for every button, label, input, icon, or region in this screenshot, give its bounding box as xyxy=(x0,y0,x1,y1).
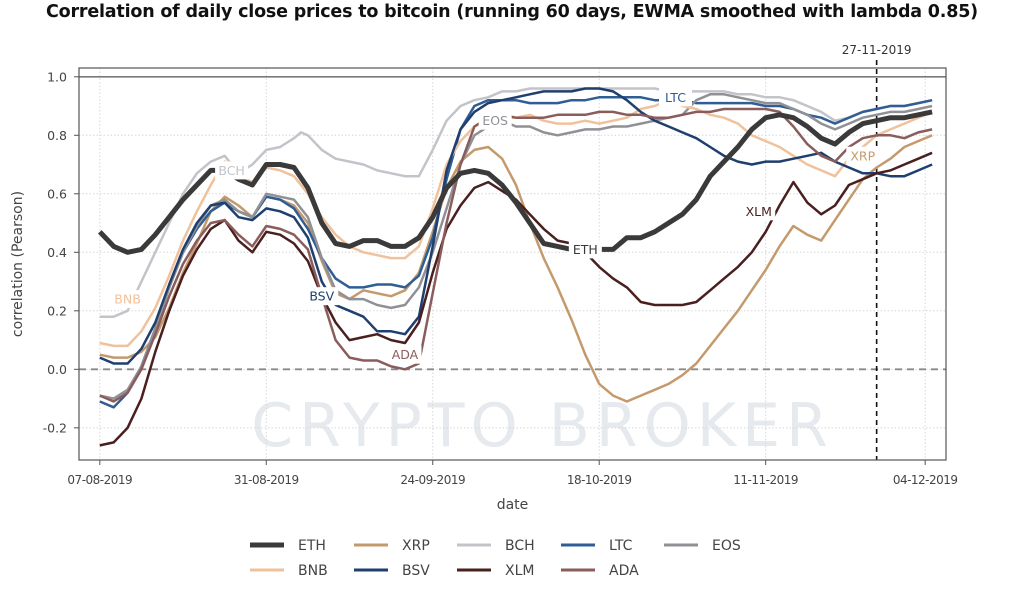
legend-item-eos: EOS xyxy=(664,538,741,554)
legend: ETH XRP BCH LTC EOS BNB BSV XLM ADA xyxy=(250,538,741,579)
series-line-bsv xyxy=(99,87,933,365)
y-tick-label: 0.0 xyxy=(47,362,67,377)
axes-group: 1.0 0.8 0.6 0.4 0.2 0.0 -0.2 07-08-2019 31-08-20… xyxy=(10,69,958,513)
x-axis-label: date xyxy=(497,497,529,513)
legend-item-eth: ETH xyxy=(250,538,326,554)
inline-labels-group: BNB BCH BSV ADA EOS ETH LTC XLM XRP xyxy=(111,88,880,364)
legend-label-ltc: LTC xyxy=(609,538,633,554)
inline-label-bg-xlm xyxy=(742,202,776,221)
legend-label-eos: EOS xyxy=(712,538,741,554)
plot-background xyxy=(79,68,946,460)
legend-label-bch: BCH xyxy=(505,538,535,554)
legend-item-bch: BCH xyxy=(457,538,535,554)
watermark-text: CRYPTO BROKER xyxy=(251,391,834,461)
inline-label-eth: ETH xyxy=(573,242,598,257)
y-axis-label: correlation (Pearson) xyxy=(10,191,26,337)
inline-label-bsv: BSV xyxy=(309,289,334,304)
plot-area xyxy=(79,68,946,460)
legend-item-ltc: LTC xyxy=(561,538,633,554)
inline-label-xlm: XLM xyxy=(746,204,772,219)
plot-border xyxy=(78,67,947,461)
legend-label-eth: ETH xyxy=(298,538,326,554)
x-tick-label: 07-08-2019 xyxy=(67,473,132,487)
series-line-xrp xyxy=(99,134,933,403)
x-tick-label: 11-11-2019 xyxy=(733,473,798,487)
legend-label-xrp: XRP xyxy=(402,538,430,554)
inline-label-bg-ada xyxy=(388,345,422,364)
inline-label-bg-eth xyxy=(568,240,602,259)
legend-item-ada: ADA xyxy=(561,563,639,579)
inline-label-ltc: LTC xyxy=(665,90,686,105)
legend-label-bnb: BNB xyxy=(298,563,328,579)
reference-date-label: 27-11-2019 xyxy=(842,43,912,57)
legend-label-xlm: XLM xyxy=(505,563,534,579)
inline-label-bch: BCH xyxy=(218,163,244,178)
y-tick-label: 0.4 xyxy=(47,245,67,260)
series-line-eos xyxy=(99,93,933,400)
reference-lines: 27-11-2019 xyxy=(79,43,946,460)
x-tick-label: 18-10-2019 xyxy=(567,473,632,487)
inline-label-eos: EOS xyxy=(482,113,508,128)
inline-label-bg-eos xyxy=(478,111,512,130)
y-tick-label: 0.8 xyxy=(47,128,67,143)
inline-label-bg-bsv xyxy=(305,287,339,306)
x-tick-label: 04-12-2019 xyxy=(893,473,958,487)
inline-label-ada: ADA xyxy=(392,347,419,362)
y-tick-label: -0.2 xyxy=(43,420,67,435)
legend-item-xlm: XLM xyxy=(457,563,534,579)
inline-label-xrp: XRP xyxy=(850,148,875,163)
chart-title: Correlation of daily close prices to bit… xyxy=(46,2,978,22)
watermark-group: CRYPTO BROKER xyxy=(251,391,834,461)
inline-label-bg-xrp xyxy=(846,146,880,165)
legend-item-bsv: BSV xyxy=(354,563,430,579)
inline-label-bg-ltc xyxy=(658,88,692,107)
legend-label-ada: ADA xyxy=(609,563,639,579)
legend-label-bsv: BSV xyxy=(402,563,430,579)
x-tick-label: 31-08-2019 xyxy=(234,473,299,487)
y-tick-label: 0.2 xyxy=(47,303,67,318)
inline-label-bnb: BNB xyxy=(114,292,141,307)
series-line-ada xyxy=(99,107,933,403)
inline-label-bg-bnb xyxy=(111,290,145,309)
legend-item-bnb: BNB xyxy=(250,563,328,579)
plot-frame xyxy=(78,67,947,461)
legend-item-xrp: XRP xyxy=(354,538,430,554)
x-tick-label: 24-09-2019 xyxy=(400,473,465,487)
y-tick-label: 0.6 xyxy=(47,186,67,201)
inline-label-bg-bch xyxy=(215,161,249,180)
series-group xyxy=(97,87,933,447)
y-tick-label: 1.0 xyxy=(47,69,67,84)
